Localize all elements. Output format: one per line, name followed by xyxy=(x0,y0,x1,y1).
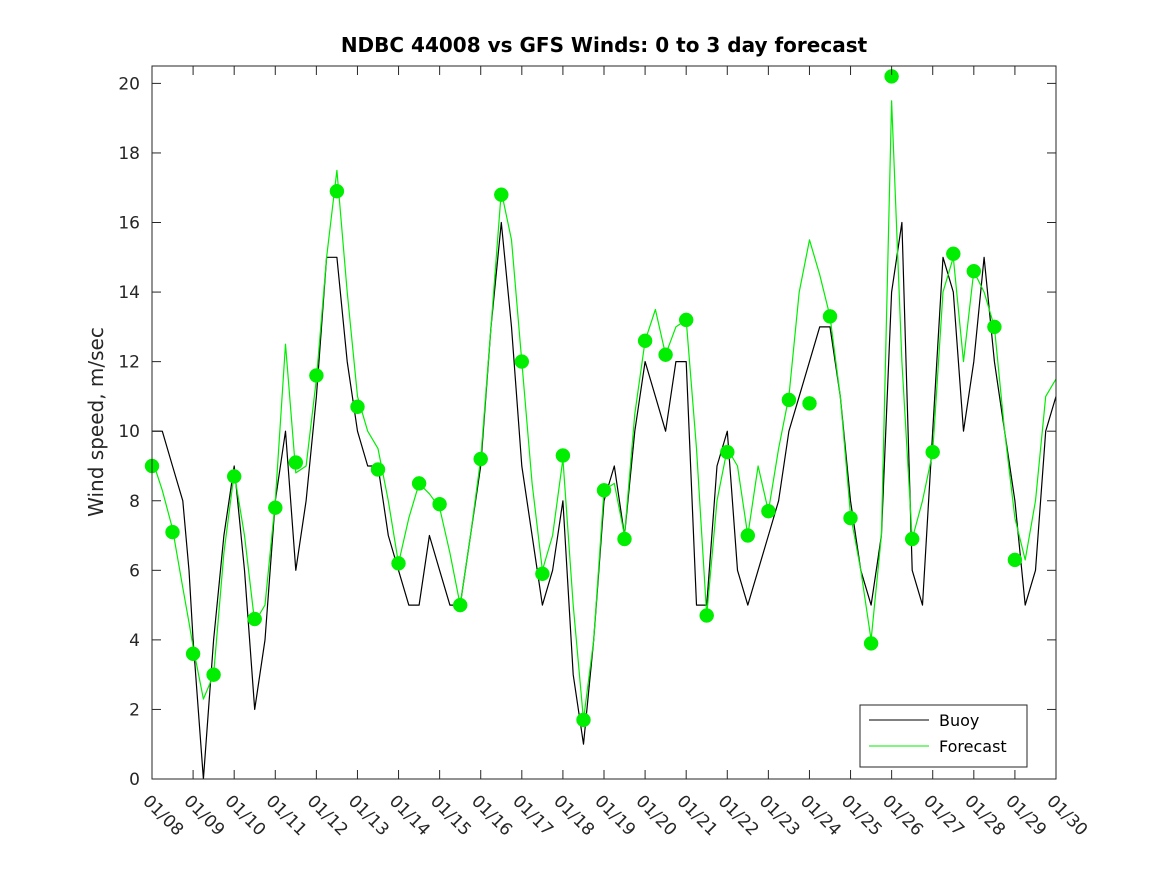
x-tick-label: 01/30 xyxy=(1042,791,1091,840)
forecast-marker xyxy=(370,462,386,477)
forecast-marker xyxy=(247,611,262,627)
x-tick-label: 01/19 xyxy=(590,791,639,840)
forecast-marker xyxy=(678,312,694,328)
forecast-marker xyxy=(309,368,324,383)
forecast-marker xyxy=(925,444,940,460)
forecast-marker xyxy=(1007,552,1023,568)
x-tick-label: 01/13 xyxy=(344,791,393,840)
forecast-marker xyxy=(987,319,1002,335)
x-tick-label: 01/26 xyxy=(878,791,927,840)
forecast-marker xyxy=(432,496,447,512)
legend: Buoy Forecast xyxy=(859,704,1028,768)
forecast-marker xyxy=(946,246,961,262)
forecast-marker xyxy=(206,667,221,682)
forecast-marker xyxy=(720,444,735,460)
forecast-marker xyxy=(781,392,797,408)
forecast-marker xyxy=(329,183,345,199)
chart-title: NDBC 44008 vs GFS Winds: 0 to 3 day fore… xyxy=(341,33,868,57)
x-tick-label: 01/20 xyxy=(632,791,681,840)
forecast-marker xyxy=(288,455,304,470)
y-tick-label: 8 xyxy=(129,492,140,512)
legend-label-buoy: Buoy xyxy=(939,711,979,730)
forecast-marker xyxy=(966,263,982,279)
x-tick-label: 01/25 xyxy=(837,791,886,840)
x-tick-label: 01/27 xyxy=(919,791,968,840)
x-tick-label: 01/10 xyxy=(221,791,270,840)
x-tick-label: 01/22 xyxy=(714,791,763,840)
series-line-buoy xyxy=(152,221,1056,779)
legend-box xyxy=(859,704,1028,768)
y-tick-label: 0 xyxy=(129,770,140,790)
x-tick-label: 01/17 xyxy=(508,791,557,840)
y-axis: 0 2 4 6 8 10 12 14 16 18 20 xyxy=(118,74,1056,790)
x-tick-label: 01/12 xyxy=(303,791,352,840)
x-tick-label: 01/08 xyxy=(138,791,187,840)
x-tick-label: 01/18 xyxy=(549,791,598,840)
y-tick-label: 6 xyxy=(129,561,140,581)
y-tick-label: 14 xyxy=(118,283,140,303)
forecast-marker xyxy=(452,597,468,613)
forecast-marker xyxy=(637,333,653,349)
forecast-marker xyxy=(740,528,756,543)
x-tick-label: 01/23 xyxy=(755,791,804,840)
forecast-marker xyxy=(596,483,612,498)
y-tick-label: 20 xyxy=(118,74,140,94)
forecast-marker xyxy=(411,476,427,491)
x-tick-label: 01/14 xyxy=(385,791,434,840)
x-tick-label: 01/29 xyxy=(1001,791,1050,840)
forecast-marker xyxy=(904,531,920,547)
forecast-marker xyxy=(391,556,406,571)
forecast-marker xyxy=(699,608,714,623)
x-tick-label: 01/28 xyxy=(960,791,1009,840)
forecast-marker xyxy=(226,469,242,484)
x-tick-label: 01/09 xyxy=(180,791,229,840)
forecast-marker xyxy=(535,566,550,582)
x-tick-label: 01/24 xyxy=(796,791,845,840)
forecast-marker xyxy=(617,531,632,547)
forecast-marker xyxy=(165,524,180,540)
x-tick-label: 01/16 xyxy=(467,791,516,840)
forecast-marker xyxy=(555,448,571,463)
forecast-marker xyxy=(473,451,488,467)
series-layer xyxy=(152,100,1056,779)
x-tick-label: 01/21 xyxy=(673,791,722,840)
forecast-marker xyxy=(350,399,365,415)
forecast-marker xyxy=(658,347,673,362)
forecast-marker xyxy=(802,396,817,411)
x-tick-label: 01/11 xyxy=(262,791,311,840)
forecast-marker xyxy=(761,503,776,519)
legend-label-forecast: Forecast xyxy=(939,737,1007,756)
forecast-marker xyxy=(185,646,201,662)
forecast-marker xyxy=(494,187,509,202)
x-tick-label: 01/15 xyxy=(426,791,475,840)
y-tick-label: 4 xyxy=(129,631,140,651)
forecast-marker xyxy=(268,500,283,515)
y-tick-label: 18 xyxy=(118,144,140,164)
y-tick-label: 2 xyxy=(129,700,140,720)
y-tick-label: 16 xyxy=(118,214,140,234)
plot-area-frame xyxy=(151,65,1057,780)
y-tick-label: 12 xyxy=(118,353,140,373)
forecast-marker xyxy=(863,636,879,651)
forecast-marker xyxy=(514,354,530,369)
series-line-forecast xyxy=(152,100,1056,721)
marker-layer xyxy=(144,69,1023,728)
forecast-marker xyxy=(822,309,838,324)
forecast-marker xyxy=(843,510,858,526)
forecast-marker xyxy=(576,712,591,728)
y-tick-label: 10 xyxy=(118,422,140,442)
y-axis-label: Wind speed, m/sec xyxy=(84,327,108,517)
